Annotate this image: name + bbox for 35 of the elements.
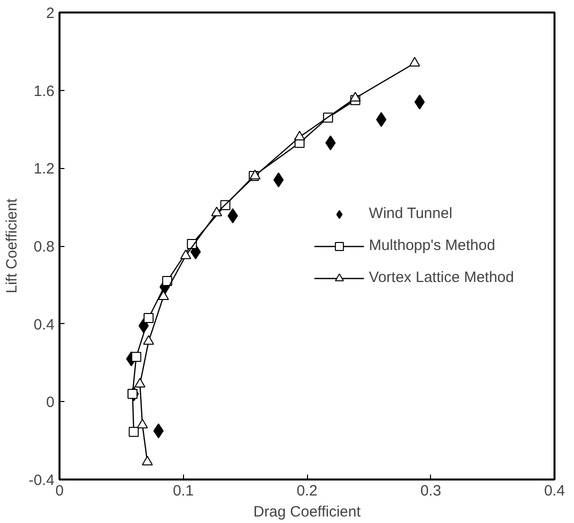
- point: [273, 172, 284, 188]
- x-tick-label: 0.3: [420, 482, 442, 500]
- point: [128, 426, 139, 437]
- x-tick-label: 0.1: [172, 482, 194, 500]
- legend-label: Vortex Lattice Method: [368, 269, 514, 286]
- point: [143, 335, 154, 345]
- y-tick-label: 2: [46, 5, 54, 22]
- point: [136, 418, 148, 428]
- point: [144, 312, 154, 323]
- y-axis-title: Lift Coefficient: [4, 198, 21, 294]
- y-tick-label: -0.4: [28, 472, 55, 489]
- point: [153, 423, 164, 438]
- point: [211, 206, 222, 216]
- point: [414, 94, 425, 110]
- y-tick-label: 0.4: [34, 316, 55, 334]
- legend-label: Wind Tunnel: [368, 205, 452, 222]
- y-tick-label: 1.6: [34, 82, 55, 100]
- point: [158, 290, 169, 300]
- y-tick-label: 0.8: [34, 238, 55, 256]
- point: [131, 352, 142, 362]
- point: [142, 456, 153, 466]
- y-tick-label: 1.2: [34, 160, 55, 178]
- point: [409, 56, 420, 66]
- point: [134, 378, 146, 388]
- x-tick-label: 0.4: [544, 482, 565, 500]
- point: [162, 276, 172, 286]
- point: [294, 130, 306, 140]
- point: [128, 388, 138, 399]
- x-tick-label: 0.2: [296, 482, 318, 500]
- y-tick-label: 0: [46, 394, 54, 412]
- point: [180, 249, 192, 260]
- point: [325, 135, 336, 150]
- legend-label: Multhopp's Method: [368, 237, 496, 254]
- x-axis-title: Drag Coefficient: [253, 504, 362, 520]
- point: [350, 92, 361, 102]
